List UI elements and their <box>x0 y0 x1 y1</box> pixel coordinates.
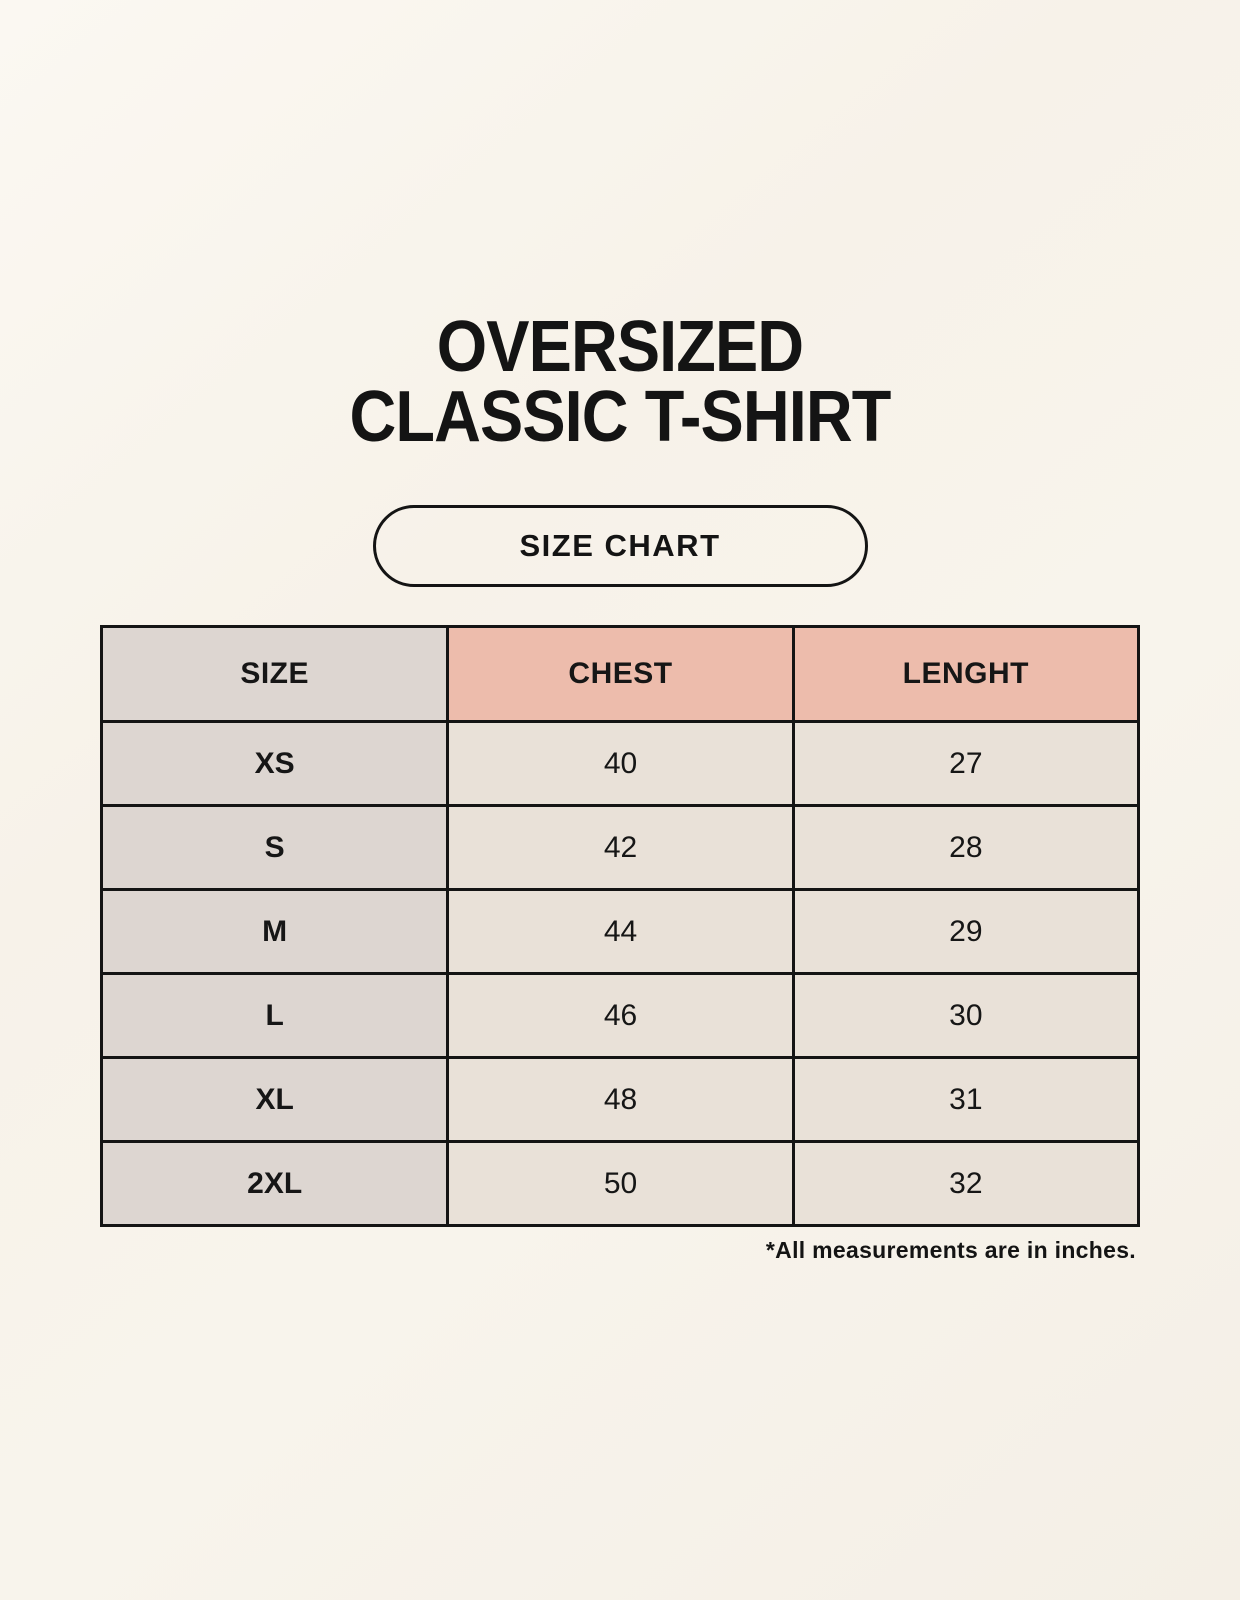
table-row: M 44 29 <box>99 888 1141 975</box>
chest-value: 42 <box>446 804 795 891</box>
chest-value: 50 <box>446 1140 795 1227</box>
page-title: OVERSIZED CLASSIC T-SHIRT <box>62 311 1178 453</box>
size-label: XL <box>99 1056 450 1143</box>
page-title-line1: OVERSIZED <box>436 307 804 387</box>
length-value: 27 <box>791 720 1141 807</box>
length-value: 31 <box>791 1056 1141 1143</box>
size-label: L <box>99 972 450 1059</box>
chest-value: 40 <box>446 720 795 807</box>
column-header-size: SIZE <box>99 625 450 723</box>
table-row: 2XL 50 32 <box>99 1140 1141 1227</box>
page-title-line2: CLASSIC T-SHIRT <box>349 377 892 457</box>
size-label: M <box>99 888 450 975</box>
chest-value: 48 <box>446 1056 795 1143</box>
table-row: XS 40 27 <box>99 720 1141 807</box>
size-chart-button-container: SIZE CHART <box>0 505 1240 587</box>
size-chart-button[interactable]: SIZE CHART <box>372 505 868 587</box>
length-value: 30 <box>791 972 1141 1059</box>
table-row: XL 48 31 <box>99 1056 1141 1143</box>
table-row: L 46 30 <box>99 972 1141 1059</box>
size-label: S <box>99 804 450 891</box>
length-value: 29 <box>791 888 1141 975</box>
chest-value: 44 <box>446 888 795 975</box>
size-chart-table: SIZE CHEST LENGHT XS 40 27 S 42 28 M 44 … <box>99 625 1141 1227</box>
measurements-footnote: *All measurements are in inches. <box>765 1237 1136 1263</box>
length-value: 32 <box>791 1140 1141 1227</box>
column-header-chest: CHEST <box>446 625 795 723</box>
chest-value: 46 <box>446 972 795 1059</box>
column-header-length: LENGHT <box>791 625 1141 723</box>
size-label: 2XL <box>99 1140 450 1227</box>
table-header-row: SIZE CHEST LENGHT <box>99 625 1141 723</box>
table-row: S 42 28 <box>99 804 1141 891</box>
size-label: XS <box>99 720 450 807</box>
length-value: 28 <box>791 804 1141 891</box>
